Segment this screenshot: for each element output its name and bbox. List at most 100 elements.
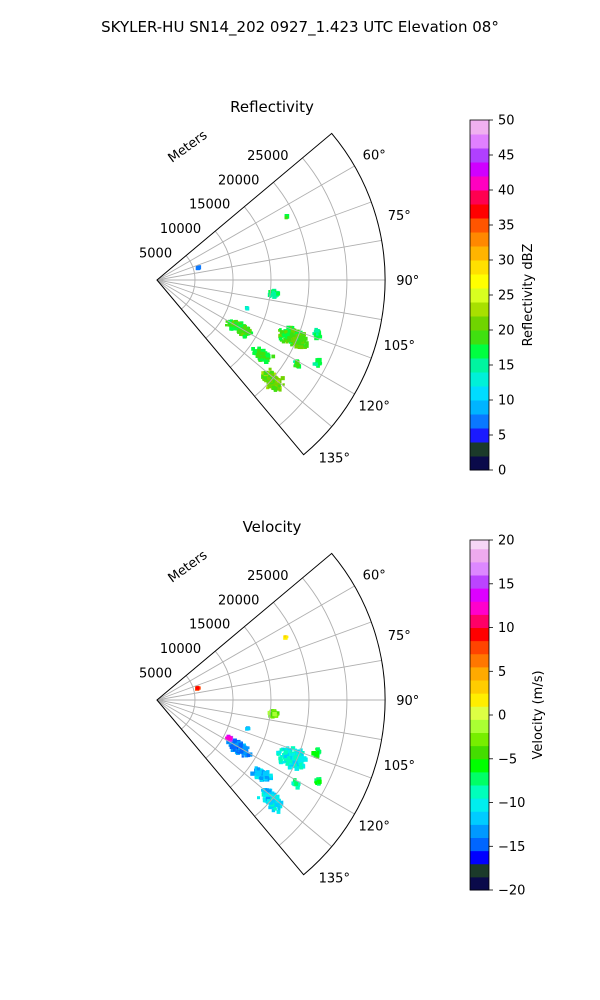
echo-gate (314, 362, 319, 366)
echo-gate (305, 341, 309, 345)
radial-gridline (156, 279, 372, 359)
echo-gate (266, 793, 270, 797)
echo-gate (244, 753, 249, 758)
colorbar-tick-label: 20 (498, 324, 515, 339)
echo-gate (276, 713, 279, 717)
echo-gate (253, 349, 257, 353)
colorbar-segment (470, 176, 489, 191)
echo-gate (284, 216, 288, 220)
echo-gate (268, 367, 272, 371)
echo-gate (237, 747, 240, 751)
echo-gate (275, 711, 280, 716)
colorbar-segment (470, 680, 489, 694)
range-tick-label: 10000 (160, 222, 201, 237)
echo-gate (266, 379, 269, 383)
echo-gate (300, 758, 305, 763)
echo-gate (267, 377, 270, 380)
echo-gate (250, 331, 254, 335)
echo-gate (263, 376, 267, 380)
colorbar-tick-label: 5 (498, 665, 506, 680)
colorbar-segment (470, 218, 489, 233)
echo-gate (302, 756, 307, 760)
echo-gate (284, 760, 287, 763)
echo-gate (297, 759, 302, 763)
echo-gate (292, 760, 297, 764)
echo-gate (282, 760, 285, 764)
range-tick-label: 15000 (189, 618, 230, 633)
colorbar-segment (470, 719, 489, 734)
echo-gate (237, 329, 242, 334)
echo-gate (279, 748, 283, 752)
colorbar-tick-label: 50 (498, 114, 515, 129)
echo-gate (287, 756, 291, 760)
colorbar-segment (470, 330, 489, 345)
echo-gate (248, 752, 253, 757)
echo-gate (236, 321, 239, 324)
azimuth-tick-label: 105° (384, 759, 415, 774)
colorbar-segment (470, 134, 489, 149)
colorbar-tick-label: 45 (498, 149, 515, 164)
range-ring (254, 182, 310, 397)
echo-gate (269, 379, 273, 383)
echo-gate (291, 752, 296, 757)
echo-gate (317, 779, 322, 784)
echo-gate (301, 751, 305, 754)
echo-gate (241, 755, 244, 758)
echo-gate (294, 766, 300, 771)
echo-gate (279, 330, 284, 334)
echo-gate (260, 770, 264, 773)
sector-outline (156, 132, 386, 456)
range-tick-label: 5000 (139, 247, 172, 262)
azimuth-tick-label: 75° (388, 209, 411, 224)
echo-gate (297, 363, 300, 367)
echo-gate (273, 382, 277, 386)
echo-gate (233, 326, 237, 330)
echo-gate (268, 805, 272, 810)
echo-gate (300, 755, 304, 759)
echo-gate (271, 354, 276, 359)
echo-gate (238, 742, 243, 748)
echo-gate (304, 343, 309, 348)
colorbar-segment (470, 302, 489, 317)
echo-gate (276, 753, 280, 756)
echo-gate (268, 803, 272, 807)
echo-gate (271, 808, 276, 813)
echo-gate (264, 792, 268, 796)
echo-gate (286, 332, 290, 337)
echo-gate (316, 329, 320, 333)
echo-gate (313, 330, 317, 333)
echo-gate (268, 290, 272, 293)
colorbar-segment (470, 640, 489, 655)
echo-gate (265, 788, 269, 792)
echo-gate (319, 777, 322, 780)
colorbar-segment (470, 771, 489, 786)
colorbar-segment (470, 627, 489, 642)
echo-gate (280, 376, 285, 381)
echo-gate (284, 635, 287, 638)
echo-gate (272, 711, 277, 717)
echo-gate (274, 795, 279, 799)
echo-gate (273, 375, 278, 380)
echo-gate (271, 379, 275, 383)
echo-gate (273, 807, 277, 811)
echo-gate (269, 801, 274, 805)
colorbar-segment (470, 400, 489, 415)
colorbar-segment (470, 666, 489, 681)
colorbar-segment (470, 588, 489, 602)
echo-gate (254, 775, 259, 780)
echo-gate (263, 355, 266, 359)
echo-gate (231, 323, 236, 328)
echo-gate (293, 755, 299, 760)
azimuth-tick-label: 135° (319, 871, 350, 886)
colorbar-tick-label: 10 (498, 621, 515, 636)
echo-gate (290, 343, 293, 347)
colorbar-segment (470, 837, 489, 852)
echo-gate (230, 327, 234, 331)
echo-gate (292, 336, 297, 341)
echo-gate (275, 803, 279, 807)
echo-gate (245, 727, 249, 731)
echo-gate (278, 334, 283, 339)
colorbar-tick-label: 30 (498, 254, 515, 269)
echo-gate (240, 326, 245, 331)
radial-gridline (156, 239, 382, 281)
